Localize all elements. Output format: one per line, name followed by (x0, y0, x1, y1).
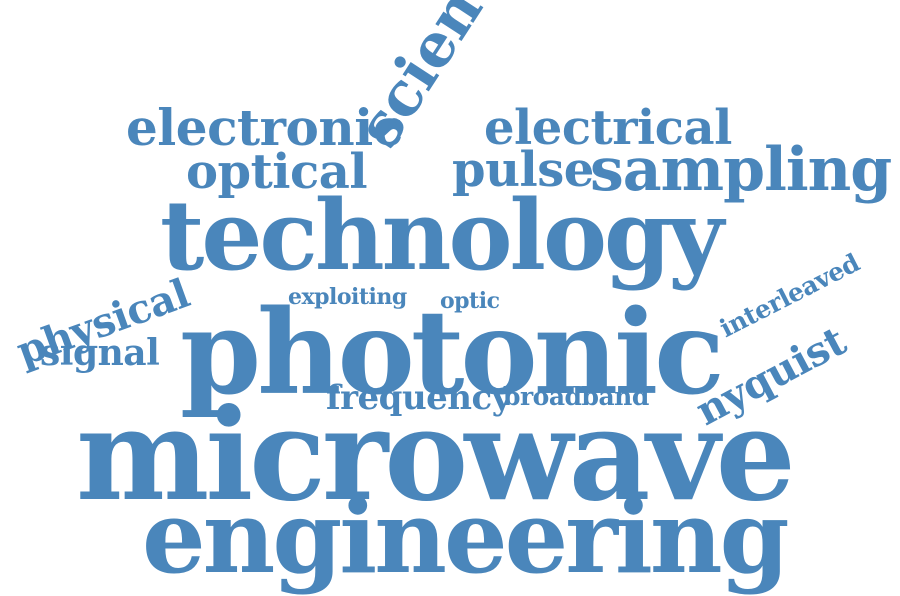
word-frequency: frequency (326, 378, 511, 418)
word-photonic: photonic (180, 285, 725, 421)
word-optic: optic (440, 288, 500, 314)
word-exploiting: exploiting (288, 284, 407, 310)
word-electronic: electronic (126, 98, 403, 157)
word-broadband: broadband (503, 382, 649, 411)
word-engineering: engineering (142, 478, 789, 596)
word-optical: optical (186, 144, 368, 200)
word-technology: technology (160, 179, 724, 292)
word-signal: signal (40, 332, 160, 374)
word-electrical: electrical (484, 100, 732, 156)
word-pulse: pulse (452, 142, 594, 198)
word-sampling: sampling (590, 135, 892, 205)
word-interleaved: interleaved (715, 248, 864, 344)
word-microwave: microwave (76, 381, 796, 529)
